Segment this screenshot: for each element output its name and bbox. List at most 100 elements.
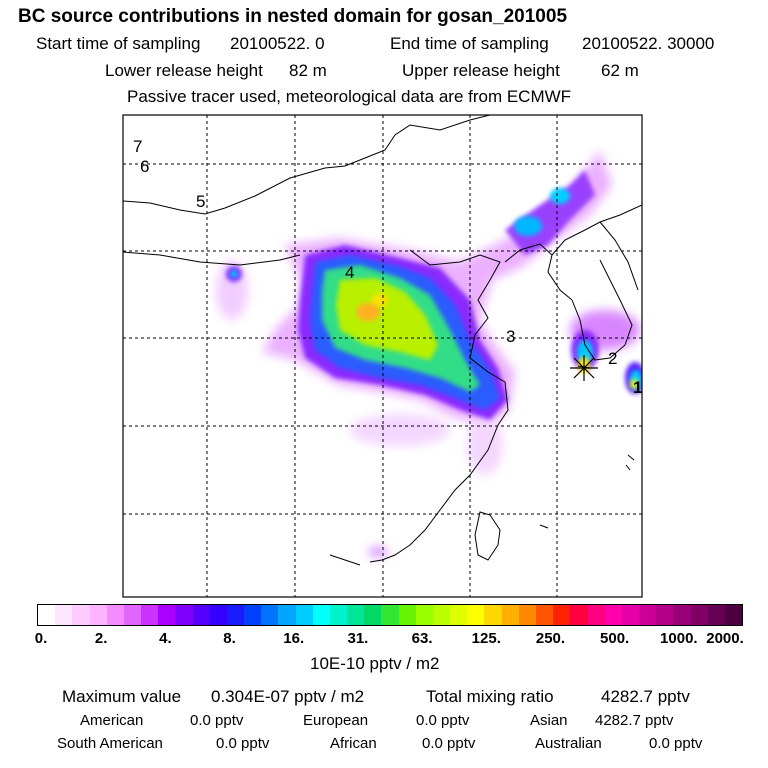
traj-label-6: 6 xyxy=(140,157,149,176)
colorbar-segment xyxy=(141,605,159,625)
colorbar-segment xyxy=(553,605,571,625)
colorbar-segment xyxy=(175,605,193,625)
colorbar-segment xyxy=(278,605,296,625)
end-time-label: End time of sampling xyxy=(390,34,549,53)
traj-label-3: 3 xyxy=(506,327,515,346)
max-value-label: Maximum value xyxy=(62,687,182,706)
region-name-australian: Australian xyxy=(535,735,602,752)
colorbar-segment xyxy=(261,605,279,625)
colorbar-segment xyxy=(89,605,107,625)
colorbar-tick-label: 2000. xyxy=(706,630,744,647)
upper-height-value: 62 m xyxy=(601,61,639,80)
plume-yellow-green xyxy=(336,278,438,360)
release-point-marker xyxy=(570,355,598,381)
lower-height-value: 82 m xyxy=(289,61,327,80)
colorbar-tick-label: 250. xyxy=(535,630,566,647)
colorbar-segment xyxy=(381,605,399,625)
colorbar-segment xyxy=(535,605,554,625)
lower-height-label: Lower release height xyxy=(105,61,263,80)
coastlines xyxy=(123,115,642,566)
colorbar-segment xyxy=(295,605,313,625)
colorbar-segment xyxy=(467,605,485,625)
colorbar-segment xyxy=(72,605,90,625)
colorbar-segment xyxy=(604,605,622,625)
colorbar-segment xyxy=(707,605,725,625)
colorbar-segment xyxy=(501,605,519,625)
region-value-african: 0.0 pptv xyxy=(422,735,476,752)
max-value: 0.304E-07 pptv / m2 xyxy=(211,687,365,706)
colorbar-segment xyxy=(690,605,708,625)
colorbar-segment xyxy=(656,605,674,625)
colorbar-unit: 10E-10 pptv / m2 xyxy=(310,654,440,673)
colorbar-segment xyxy=(123,605,142,625)
colorbar-segment xyxy=(347,605,365,625)
figure-title: BC source contributions in nested domain… xyxy=(18,6,568,27)
colorbar-segment xyxy=(450,605,468,625)
colorbar-segment xyxy=(673,605,691,625)
plume-taiwan-patch xyxy=(368,547,388,557)
upper-height-label: Upper release height xyxy=(402,61,560,80)
plume-max xyxy=(356,303,380,321)
region-name-american: American xyxy=(80,712,144,729)
plume-coast-patch xyxy=(467,415,503,475)
colorbar-segment xyxy=(158,605,176,625)
trajectory-labels: 1 2 3 4 5 6 7 xyxy=(133,137,642,397)
colorbar-segment xyxy=(106,605,124,625)
region-value-european: 0.0 pptv xyxy=(416,712,470,729)
traj-label-4: 4 xyxy=(345,263,354,282)
colorbar-segment xyxy=(724,605,743,625)
colorbar-tick-label: 4. xyxy=(159,630,172,647)
region-value-australian: 0.0 pptv xyxy=(649,735,703,752)
region-name-european: European xyxy=(303,712,369,729)
colorbar-segment xyxy=(587,605,605,625)
colorbar-segment xyxy=(432,605,451,625)
colorbar xyxy=(37,604,743,626)
colorbar-tick-label: 8. xyxy=(223,630,236,647)
map-frame xyxy=(122,114,643,598)
colorbar-segment xyxy=(244,605,262,625)
traj-label-1: 1 xyxy=(633,378,642,397)
total-mixing-value: 4282.7 pptv xyxy=(601,687,690,706)
traj-label-7: 7 xyxy=(133,137,142,156)
colorbar-tick-label: 31. xyxy=(347,630,369,647)
region-name-asian: Asian xyxy=(530,712,568,729)
colorbar-segment xyxy=(364,605,382,625)
colorbar-tick-label: 63. xyxy=(411,630,433,647)
traj-label-2: 2 xyxy=(608,349,617,368)
region-name-african: African xyxy=(330,735,377,752)
colorbar-segment xyxy=(312,605,330,625)
colorbar-segment xyxy=(209,605,227,625)
colorbar-segment xyxy=(226,605,245,625)
colorbar-tick-label: 125. xyxy=(471,630,501,647)
colorbar-segment xyxy=(570,605,588,625)
colorbar-segment xyxy=(38,605,56,625)
colorbar-tick-label: 1000. xyxy=(660,630,698,647)
colorbar-segment xyxy=(55,605,73,625)
region-name-south-american: South American xyxy=(57,735,163,752)
colorbar-segment xyxy=(415,605,433,625)
colorbar-segment xyxy=(484,605,502,625)
plume-south-patch xyxy=(350,414,450,446)
colorbar-segment xyxy=(398,605,416,625)
colorbar-segment xyxy=(192,605,210,625)
traj-label-5: 5 xyxy=(196,192,205,211)
colorbar-segment xyxy=(639,605,657,625)
colorbar-segment xyxy=(621,605,640,625)
colorbar-segment xyxy=(518,605,536,625)
region-value-american: 0.0 pptv xyxy=(190,712,244,729)
end-time-value: 20100522. 30000 xyxy=(582,34,715,53)
start-time-value: 20100522. 0 xyxy=(230,34,325,53)
tracer-note: Passive tracer used, meteorological data… xyxy=(127,87,572,106)
total-mixing-label: Total mixing ratio xyxy=(426,687,554,706)
start-time-label: Start time of sampling xyxy=(36,34,201,53)
colorbar-segment xyxy=(329,605,348,625)
plume-field xyxy=(216,150,642,557)
colorbar-tick-label: 500. xyxy=(600,630,630,647)
colorbar-tick-label: 16. xyxy=(283,630,305,647)
region-value-south-american: 0.0 pptv xyxy=(216,735,270,752)
colorbar-tick-label: 0. xyxy=(34,630,48,647)
region-value-asian: 4282.7 pptv xyxy=(595,712,674,729)
graticule xyxy=(123,115,642,597)
